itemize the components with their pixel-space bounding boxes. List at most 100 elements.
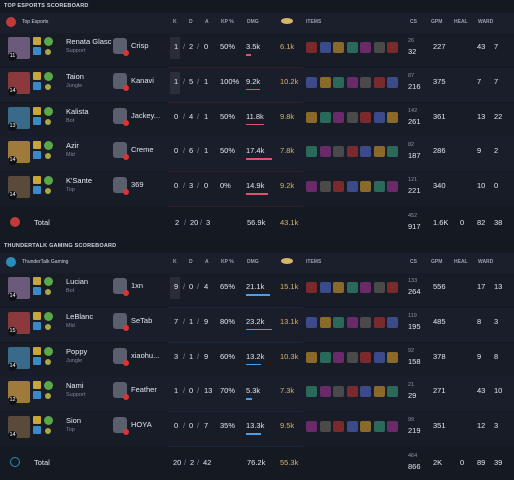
col-k[interactable]: K xyxy=(173,19,177,25)
player-name[interactable]: SeTab xyxy=(131,315,153,325)
item-icon[interactable] xyxy=(360,386,371,398)
item-icon[interactable] xyxy=(346,111,358,123)
item-icon[interactable] xyxy=(333,386,344,398)
col-cs[interactable]: CS xyxy=(410,259,417,265)
player-name[interactable]: 1xn xyxy=(131,281,144,290)
col-d[interactable]: D xyxy=(189,259,193,265)
item-icon[interactable] xyxy=(306,351,317,363)
player-name[interactable]: HOYA xyxy=(131,420,152,430)
item-icon[interactable] xyxy=(333,181,344,193)
player-name[interactable]: Kanavi xyxy=(131,75,154,85)
item-icon[interactable] xyxy=(387,282,398,293)
item-icon[interactable] xyxy=(373,316,385,328)
item-icon[interactable] xyxy=(319,76,331,88)
item-icon[interactable] xyxy=(387,181,398,193)
item-icon[interactable] xyxy=(306,282,317,293)
item-icon[interactable] xyxy=(319,421,331,433)
item-icon[interactable] xyxy=(346,386,358,398)
player-name[interactable]: Jackey... xyxy=(131,110,161,120)
item-icon[interactable] xyxy=(387,42,398,53)
player-name[interactable]: Crisp xyxy=(131,41,149,50)
item-icon[interactable] xyxy=(319,316,331,328)
col-gpm[interactable]: GPM xyxy=(431,19,443,25)
item-icon[interactable] xyxy=(319,111,331,123)
col-gpm[interactable]: GPM xyxy=(431,259,443,265)
item-icon[interactable] xyxy=(346,76,358,88)
player-name[interactable]: xiaohu... xyxy=(131,350,160,360)
item-icon[interactable] xyxy=(306,111,317,123)
item-icon[interactable] xyxy=(387,146,398,158)
item-icon[interactable] xyxy=(387,111,398,123)
col-kp[interactable]: KP % xyxy=(221,259,234,265)
item-icon[interactable] xyxy=(373,386,385,398)
item-icon[interactable] xyxy=(360,42,371,53)
item-icon[interactable] xyxy=(346,146,358,158)
item-icon[interactable] xyxy=(373,76,385,88)
col-kp[interactable]: KP % xyxy=(221,19,234,25)
col-a[interactable]: A xyxy=(205,19,209,25)
col-ward[interactable]: WARD xyxy=(478,259,494,265)
player-avatar[interactable] xyxy=(113,177,129,196)
item-icon[interactable] xyxy=(333,316,344,328)
item-icon[interactable] xyxy=(319,181,331,193)
col-k[interactable]: K xyxy=(173,259,177,265)
item-icon[interactable] xyxy=(333,282,344,293)
col-d[interactable]: D xyxy=(189,19,193,25)
gold-coin-icon[interactable] xyxy=(281,18,293,24)
col-a[interactable]: A xyxy=(205,259,209,265)
player-avatar[interactable] xyxy=(113,417,129,436)
col-dmg[interactable]: DMG xyxy=(247,259,259,265)
item-icon[interactable] xyxy=(387,76,398,88)
player-avatar[interactable] xyxy=(113,382,129,401)
item-icon[interactable] xyxy=(387,316,398,328)
item-icon[interactable] xyxy=(333,146,344,158)
item-icon[interactable] xyxy=(360,146,371,158)
item-icon[interactable] xyxy=(306,42,317,53)
player-avatar[interactable] xyxy=(113,72,129,91)
item-icon[interactable] xyxy=(306,421,317,433)
player-avatar[interactable] xyxy=(113,107,129,126)
item-icon[interactable] xyxy=(346,421,358,433)
col-heal[interactable]: HEAL xyxy=(454,19,468,25)
player-name[interactable]: Creme xyxy=(131,145,154,155)
col-ward[interactable]: WARD xyxy=(478,19,494,25)
item-icon[interactable] xyxy=(373,111,385,123)
item-icon[interactable] xyxy=(319,146,331,158)
item-icon[interactable] xyxy=(306,316,317,328)
item-icon[interactable] xyxy=(319,351,331,363)
item-icon[interactable] xyxy=(387,351,398,363)
item-icon[interactable] xyxy=(387,421,398,433)
item-icon[interactable] xyxy=(319,42,331,53)
item-icon[interactable] xyxy=(333,76,344,88)
item-icon[interactable] xyxy=(373,146,385,158)
item-icon[interactable] xyxy=(387,386,398,398)
item-icon[interactable] xyxy=(360,316,371,328)
item-icon[interactable] xyxy=(346,351,358,363)
item-icon[interactable] xyxy=(373,181,385,193)
gold-coin-icon[interactable] xyxy=(281,258,293,264)
item-icon[interactable] xyxy=(373,351,385,363)
col-heal[interactable]: HEAL xyxy=(454,259,468,265)
item-icon[interactable] xyxy=(333,421,344,433)
player-name[interactable]: 369 xyxy=(131,180,144,190)
item-icon[interactable] xyxy=(360,421,371,433)
item-icon[interactable] xyxy=(333,111,344,123)
item-icon[interactable] xyxy=(346,282,358,293)
item-icon[interactable] xyxy=(360,181,371,193)
player-avatar[interactable] xyxy=(113,278,129,296)
item-icon[interactable] xyxy=(306,146,317,158)
item-icon[interactable] xyxy=(346,42,358,53)
item-icon[interactable] xyxy=(373,282,385,293)
col-cs[interactable]: CS xyxy=(410,19,417,25)
item-icon[interactable] xyxy=(360,282,371,293)
item-icon[interactable] xyxy=(373,421,385,433)
item-icon[interactable] xyxy=(360,111,371,123)
col-dmg[interactable]: DMG xyxy=(247,19,259,25)
item-icon[interactable] xyxy=(360,351,371,363)
player-avatar[interactable] xyxy=(113,347,129,366)
item-icon[interactable] xyxy=(346,181,358,193)
item-icon[interactable] xyxy=(333,42,344,53)
item-icon[interactable] xyxy=(333,351,344,363)
player-avatar[interactable] xyxy=(113,312,129,331)
player-avatar[interactable] xyxy=(113,142,129,161)
